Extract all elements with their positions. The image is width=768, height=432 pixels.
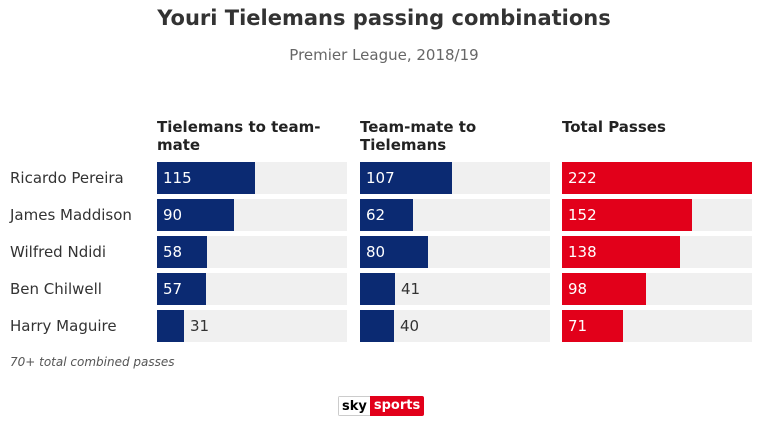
sky-sports-logo: sky sports	[338, 396, 425, 416]
bar-value-label: 57	[163, 280, 183, 298]
bar-track: 222	[562, 162, 752, 194]
bar-track: 58	[157, 236, 347, 268]
bar-track: 90	[157, 199, 347, 231]
bar-track: 152	[562, 199, 752, 231]
row-label-ben-chilwell: Ben Chilwell	[10, 280, 102, 298]
bar-harry-maguire-total-passes	[562, 310, 623, 342]
footnote: 70+ total combined passes	[10, 355, 175, 369]
bar-harry-maguire-team-mate-to-tielemans	[360, 310, 394, 342]
bar-ricardo-pereira-total-passes	[562, 162, 752, 194]
bar-james-maddison-tielemans-to-team-mate	[157, 199, 234, 231]
chart-title: Youri Tielemans passing combinations	[157, 6, 611, 30]
bar-value-label: 31	[190, 317, 210, 335]
bar-track: 138	[562, 236, 752, 268]
bar-value-label: 222	[568, 169, 597, 187]
bar-value-label: 138	[568, 243, 597, 261]
bar-track: 31	[157, 310, 347, 342]
bar-value-label: 41	[401, 280, 421, 298]
column-header-tielemans-to-team-mate: Tielemans to team-mate	[157, 118, 321, 154]
bar-track: 107	[360, 162, 550, 194]
row-label-harry-maguire: Harry Maguire	[10, 317, 117, 335]
bar-track: 41	[360, 273, 550, 305]
bar-wilfred-ndidi-team-mate-to-tielemans	[360, 236, 428, 268]
bar-ben-chilwell-tielemans-to-team-mate	[157, 273, 206, 305]
row-label-wilfred-ndidi: Wilfred Ndidi	[10, 243, 107, 261]
bar-track: 98	[562, 273, 752, 305]
bar-track: 62	[360, 199, 550, 231]
bar-ben-chilwell-total-passes	[562, 273, 646, 305]
bar-ben-chilwell-team-mate-to-tielemans	[360, 273, 395, 305]
bar-track: 115	[157, 162, 347, 194]
row-label-james-maddison: James Maddison	[10, 206, 132, 224]
row-label-ricardo-pereira: Ricardo Pereira	[10, 169, 124, 187]
column-header-total-passes: Total Passes	[562, 118, 666, 136]
bar-track: 71	[562, 310, 752, 342]
bar-track: 80	[360, 236, 550, 268]
bar-value-label: 62	[366, 206, 386, 224]
bar-value-label: 58	[163, 243, 183, 261]
logo-sky-text: sky	[338, 396, 370, 416]
bar-value-label: 40	[400, 317, 420, 335]
chart-subtitle: Premier League, 2018/19	[289, 46, 479, 64]
bar-james-maddison-team-mate-to-tielemans	[360, 199, 413, 231]
bar-value-label: 98	[568, 280, 588, 298]
bar-value-label: 71	[568, 317, 588, 335]
bar-track: 57	[157, 273, 347, 305]
logo-sports-text: sports	[369, 396, 425, 416]
bar-value-label: 115	[163, 169, 192, 187]
bar-value-label: 107	[366, 169, 395, 187]
bar-james-maddison-total-passes	[562, 199, 692, 231]
bar-value-label: 90	[163, 206, 183, 224]
column-header-team-mate-to-tielemans: Team-mate to Tielemans	[360, 118, 477, 154]
bar-value-label: 80	[366, 243, 386, 261]
bar-harry-maguire-tielemans-to-team-mate	[157, 310, 184, 342]
bar-track: 40	[360, 310, 550, 342]
bar-value-label: 152	[568, 206, 597, 224]
bar-wilfred-ndidi-tielemans-to-team-mate	[157, 236, 207, 268]
bar-wilfred-ndidi-total-passes	[562, 236, 680, 268]
bar-ricardo-pereira-tielemans-to-team-mate	[157, 162, 255, 194]
bar-ricardo-pereira-team-mate-to-tielemans	[360, 162, 452, 194]
